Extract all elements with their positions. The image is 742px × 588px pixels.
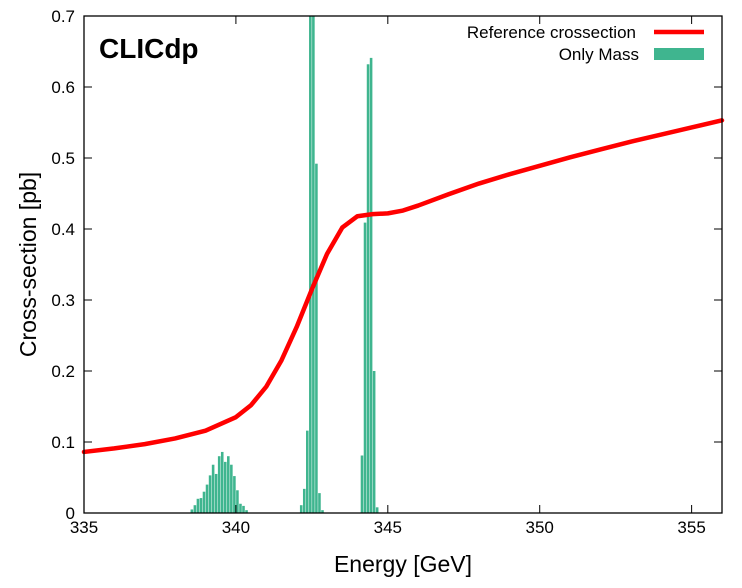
hist-bar-8 <box>214 473 218 513</box>
line-layer <box>81 118 725 455</box>
legend-swatch-only-mass <box>654 48 704 60</box>
hist-bar-10 <box>220 451 224 513</box>
reference-crossection-line <box>81 118 725 455</box>
legend-label-only-mass: Only Mass <box>559 45 639 64</box>
hist-bar-14 <box>233 476 236 513</box>
y-tick-label-3: 0.3 <box>51 291 75 310</box>
y-tick-label-4: 0.4 <box>51 220 75 239</box>
y-tick-label-5: 0.5 <box>51 149 75 168</box>
hist-bar-20 <box>302 488 306 513</box>
hist-bar-2 <box>196 498 200 513</box>
histogram-layer <box>190 16 379 514</box>
x-tick-label-2: 345 <box>374 518 402 537</box>
hist-bar-31 <box>372 371 376 513</box>
hist-bar-13 <box>230 464 233 513</box>
hist-bar-27 <box>360 455 364 513</box>
hist-bar-6 <box>208 475 212 513</box>
y-axis-title: Cross-section [pb] <box>15 172 41 357</box>
y-ticks: 0 0.1 0.2 0.3 0.4 0.5 0.6 0.7 <box>51 7 722 523</box>
y-tick-label-1: 0.1 <box>51 433 75 452</box>
hist-bar-25 <box>318 493 321 513</box>
hist-bar-12 <box>227 456 230 513</box>
y-tick-label-7: 0.7 <box>51 7 75 26</box>
hist-bar-4 <box>202 491 206 513</box>
hist-bar-32 <box>375 507 379 513</box>
hist-bar-28 <box>363 222 367 514</box>
hist-bar-17 <box>242 505 245 513</box>
y-tick-label-0: 0 <box>66 504 75 523</box>
hist-bar-23 <box>312 16 315 513</box>
hist-bar-11 <box>223 461 227 513</box>
hist-bar-3 <box>199 498 203 513</box>
hist-bar-5 <box>205 484 209 513</box>
hist-bar-21 <box>306 430 309 513</box>
hist-bar-15 <box>236 490 239 513</box>
hist-bar-18 <box>245 510 248 513</box>
hist-bar-7 <box>211 464 215 513</box>
legend-label-reference: Reference crossection <box>467 23 636 42</box>
hist-bar-26 <box>321 510 324 513</box>
hist-bar-22 <box>309 16 312 513</box>
x-tick-label-0: 335 <box>70 518 98 537</box>
hist-bar-16 <box>239 503 242 513</box>
x-ticks: 335 340 345 350 355 <box>70 16 706 537</box>
hist-bar-24 <box>315 163 318 513</box>
legend: Reference crossection Only Mass <box>467 23 704 64</box>
hist-bar-1 <box>193 505 197 513</box>
clicdp-annotation: CLICdp <box>99 33 199 64</box>
x-tick-label-3: 350 <box>526 518 554 537</box>
plot-frame <box>83 15 723 514</box>
x-axis-title: Energy [GeV] <box>334 551 472 577</box>
hist-bar-30 <box>369 57 373 513</box>
hist-bar-0 <box>190 509 194 513</box>
hist-bar-29 <box>366 64 370 513</box>
x-tick-label-4: 355 <box>677 518 705 537</box>
x-tick-label-1: 340 <box>222 518 250 537</box>
y-tick-label-6: 0.6 <box>51 78 75 97</box>
hist-bar-9 <box>217 456 221 513</box>
y-tick-label-2: 0.2 <box>51 362 75 381</box>
hist-bar-19 <box>299 505 303 513</box>
